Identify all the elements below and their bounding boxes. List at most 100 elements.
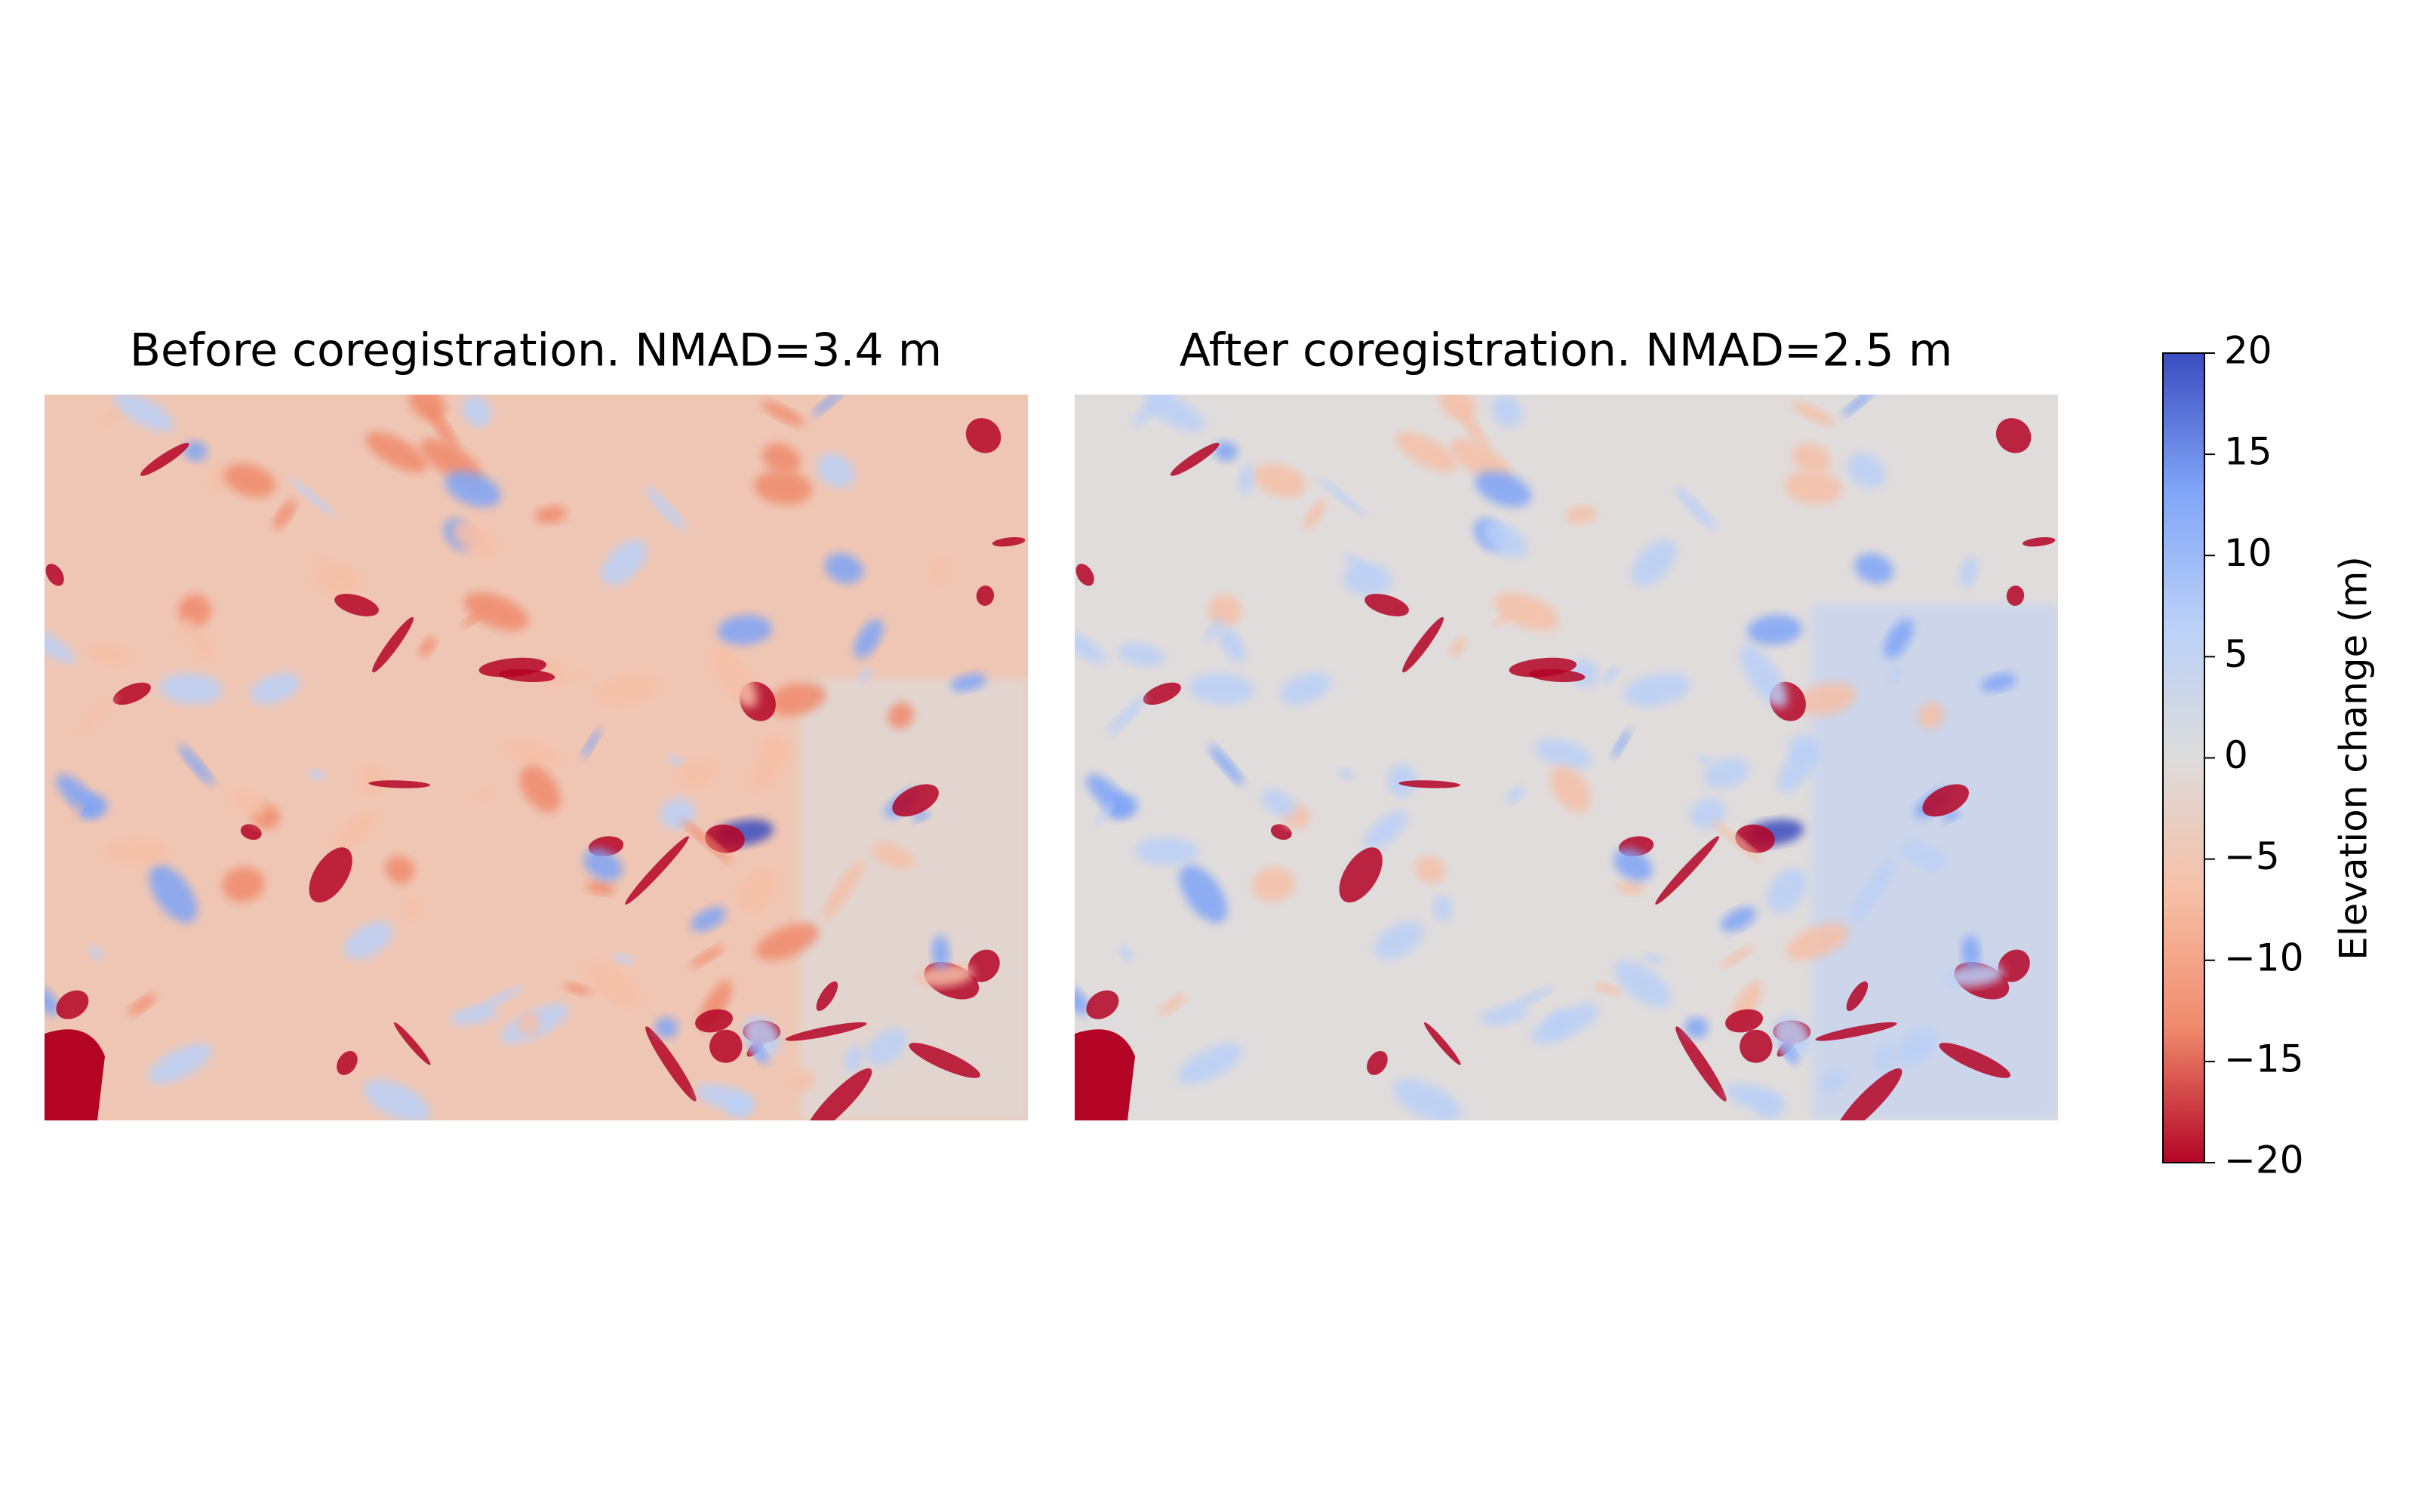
raster-feature	[498, 668, 555, 683]
raster-feature	[1998, 949, 2030, 982]
raster-feature	[1506, 786, 1524, 804]
colorbar-tick-label: −20	[2224, 1139, 2304, 1182]
raster-feature	[785, 1022, 867, 1041]
raster-feature	[654, 1017, 678, 1039]
raster-feature	[1534, 739, 1592, 769]
raster-feature	[222, 867, 265, 902]
raster-feature	[915, 963, 974, 988]
raster-feature	[334, 594, 379, 616]
raster-feature	[334, 810, 377, 850]
raster-feature	[858, 668, 872, 683]
raster-feature	[1208, 594, 1241, 628]
raster-feature	[762, 443, 801, 474]
raster-feature	[681, 819, 733, 864]
raster-feature	[1433, 895, 1452, 922]
raster-feature	[1547, 1012, 1571, 1036]
raster-feature	[475, 986, 524, 1011]
raster-feature	[1424, 1022, 1461, 1065]
raster-feature	[1995, 418, 2032, 453]
raster-feature	[1189, 673, 1254, 705]
raster-feature	[737, 868, 777, 913]
raster-feature	[1623, 673, 1690, 707]
raster-feature	[475, 786, 494, 804]
raster-feature	[601, 539, 647, 586]
colorbar-tick-label: 0	[2224, 733, 2248, 777]
raster-feature	[1395, 432, 1457, 472]
raster-feature	[1505, 986, 1554, 1011]
raster-feature	[534, 506, 568, 524]
raster-feature	[1208, 744, 1244, 786]
raster-feature	[1847, 453, 1885, 488]
raster-feature	[2006, 585, 2025, 606]
raster-feature	[572, 666, 589, 685]
raster-feature	[709, 644, 758, 708]
raster-feature	[645, 487, 686, 530]
raster-feature	[1386, 764, 1417, 797]
raster-feature	[372, 616, 414, 673]
raster-feature	[1254, 463, 1306, 498]
raster-feature	[844, 1045, 863, 1074]
raster-feature	[1564, 506, 1598, 524]
raster-feature	[158, 673, 223, 705]
raster-feature	[1119, 945, 1134, 960]
raster-feature	[625, 836, 689, 905]
raster-feature	[564, 982, 591, 995]
raster-feature	[1364, 594, 1409, 616]
colorbar-tick-label: −15	[2224, 1037, 2304, 1080]
raster-feature	[76, 696, 115, 736]
raster-feature	[1393, 1079, 1461, 1120]
raster-feature	[1086, 990, 1119, 1019]
raster-feature	[1217, 625, 1246, 662]
raster-feature	[1086, 774, 1130, 816]
raster-feature	[1475, 471, 1531, 507]
raster-feature	[1096, 802, 1113, 825]
raster-feature	[892, 784, 939, 817]
raster-feature	[1922, 784, 1969, 817]
raster-feature	[344, 921, 393, 960]
raster-feature	[288, 478, 337, 517]
raster-feature	[1684, 1017, 1709, 1039]
raster-feature	[368, 780, 430, 788]
raster-feature	[240, 824, 262, 841]
raster-feature	[1946, 963, 2004, 988]
raster-feature	[223, 463, 276, 498]
raster-feature	[449, 1005, 499, 1025]
colorbar-tick-label: 20	[2224, 329, 2272, 373]
raster-feature	[45, 564, 64, 586]
raster-feature	[250, 672, 301, 705]
colorbar: Elevation change (m) −20 −15 −10 −5 0 5 10 15 20	[2162, 329, 2376, 1182]
raster-feature	[1959, 556, 1978, 588]
raster-feature	[1143, 395, 1204, 432]
raster-feature	[1697, 755, 1714, 766]
raster-feature	[517, 1012, 540, 1036]
raster-feature	[149, 865, 198, 923]
raster-feature	[816, 981, 838, 1011]
raster-feature	[1339, 847, 1383, 903]
raster-feature	[1170, 442, 1220, 476]
raster-feature	[1961, 935, 1980, 970]
raster-feature	[1815, 1022, 1897, 1041]
raster-feature	[1594, 982, 1621, 995]
colorbar-label: Elevation change (m)	[2332, 556, 2376, 960]
raster-feature	[309, 769, 325, 780]
raster-feature	[1821, 1069, 1845, 1093]
colorbar-tick-label: 10	[2224, 531, 2272, 575]
raster-feature	[586, 880, 615, 895]
raster-feature	[854, 619, 884, 659]
raster-feature	[871, 842, 915, 869]
raster-feature	[45, 1029, 105, 1120]
raster-feature	[791, 1069, 815, 1093]
raster-feature	[187, 625, 216, 662]
raster-feature	[866, 1028, 908, 1065]
raster-feature	[1884, 619, 1914, 659]
raster-feature	[751, 1043, 768, 1065]
raster-feature	[1888, 668, 1903, 683]
raster-feature	[1631, 539, 1677, 586]
raster-feature	[909, 1043, 980, 1078]
raster-feature	[761, 401, 804, 426]
raster-feature	[1614, 848, 1653, 881]
raster-feature	[1747, 615, 1803, 645]
raster-feature	[931, 935, 949, 970]
panel-before: Before coregistration. NMAD=3.4 m	[45, 324, 1028, 1120]
